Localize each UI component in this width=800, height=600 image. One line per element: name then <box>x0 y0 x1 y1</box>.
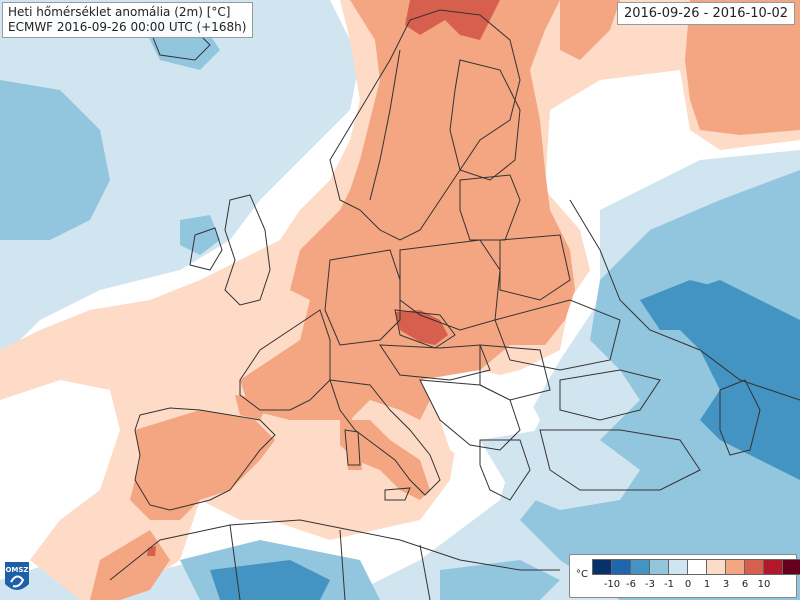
legend-swatch <box>630 559 650 575</box>
border-north-africa <box>229 524 431 600</box>
coast-black-sea <box>559 369 661 421</box>
field-cold-mid-atlantic <box>0 80 110 240</box>
coast-italy <box>329 379 441 496</box>
field-warm-mid-italy <box>340 420 430 500</box>
field-warm-mid-corsica <box>338 395 352 420</box>
legend-tick-label: 10 <box>757 579 771 590</box>
legend-ticks: -10 -6 -3 -1 0 1 3 6 10 <box>592 579 800 593</box>
legend-tick-label: -3 <box>645 579 655 590</box>
legend-tick-label: -6 <box>626 579 636 590</box>
coast-turkey <box>539 429 701 491</box>
coast-greece <box>479 439 531 501</box>
coast-britain <box>224 194 271 306</box>
date-range: 2016-09-26 - 2016-10-02 <box>616 2 795 25</box>
coast-finland <box>449 59 521 181</box>
coast-caspian <box>719 379 761 456</box>
field-warm-strong-north <box>405 0 500 40</box>
legend-tick-label: -1 <box>664 579 674 590</box>
legend-color-bar <box>592 559 800 575</box>
legend-tick-label: 0 <box>684 579 692 590</box>
field-cold-strong-sahara <box>210 560 330 600</box>
border-germany <box>324 249 401 346</box>
legend-tick-label: 6 <box>741 579 749 590</box>
legend-swatch <box>763 559 783 575</box>
legend-swatch <box>725 559 745 575</box>
legend-swatch <box>649 559 669 575</box>
map-title: Heti hőmérséklet anomália (2m) [°C] <box>8 5 231 19</box>
legend-swatch <box>744 559 764 575</box>
coast-ireland <box>189 227 223 271</box>
legend-tick-label: 3 <box>722 579 730 590</box>
coast-scandinavia <box>329 9 521 241</box>
legend-swatch <box>706 559 726 575</box>
legend-tick-label: 1 <box>703 579 711 590</box>
logo-text: OMSZ <box>5 566 28 574</box>
border-czech <box>394 309 456 349</box>
coast-iberia <box>134 407 276 511</box>
border-austria-hungary <box>379 344 491 381</box>
legend-swatch <box>782 559 800 575</box>
legend-tick-label: -10 <box>603 579 621 590</box>
color-legend: °C -10 -6 -3 -1 0 1 3 6 10 <box>569 554 800 598</box>
field-warm-mid-north-russia <box>560 0 620 60</box>
logo-swirl <box>10 575 25 588</box>
legend-swatch <box>668 559 688 575</box>
map-subtitle: ECMWF 2016-09-26 00:00 UTC (+168h) <box>8 20 247 34</box>
border-poland <box>399 239 501 331</box>
legend-swatch <box>611 559 631 575</box>
border-belarus <box>499 234 571 301</box>
field-warm-mid-northeast <box>685 0 800 135</box>
coast-north-africa <box>109 519 560 581</box>
country-borders <box>109 9 800 600</box>
legend-unit: °C <box>576 569 588 580</box>
border-ukraine <box>494 299 621 371</box>
field-cold-strong-east <box>660 280 800 480</box>
field-cold-strong-central <box>640 280 730 330</box>
border-russia-west <box>569 199 800 401</box>
legend-swatch <box>687 559 707 575</box>
border-sweden-norway <box>369 49 401 201</box>
field-cold-mid-ireland <box>180 215 220 255</box>
field-warm-mid-biscay <box>235 395 270 420</box>
coast-sicily <box>384 487 411 501</box>
field-warm-mid-sardinia <box>345 425 362 470</box>
field-warm-mid-iberia <box>130 410 275 520</box>
coast-sardinia <box>344 429 361 466</box>
border-romania <box>479 344 551 401</box>
legend-swatch <box>592 559 612 575</box>
field-warm-strong-czech <box>395 310 448 345</box>
omsz-logo: OMSZ <box>5 562 29 590</box>
map-title-box: Heti hőmérséklet anomália (2m) [°C] ECMW… <box>2 2 254 38</box>
field-warm-mid-central <box>240 0 575 420</box>
